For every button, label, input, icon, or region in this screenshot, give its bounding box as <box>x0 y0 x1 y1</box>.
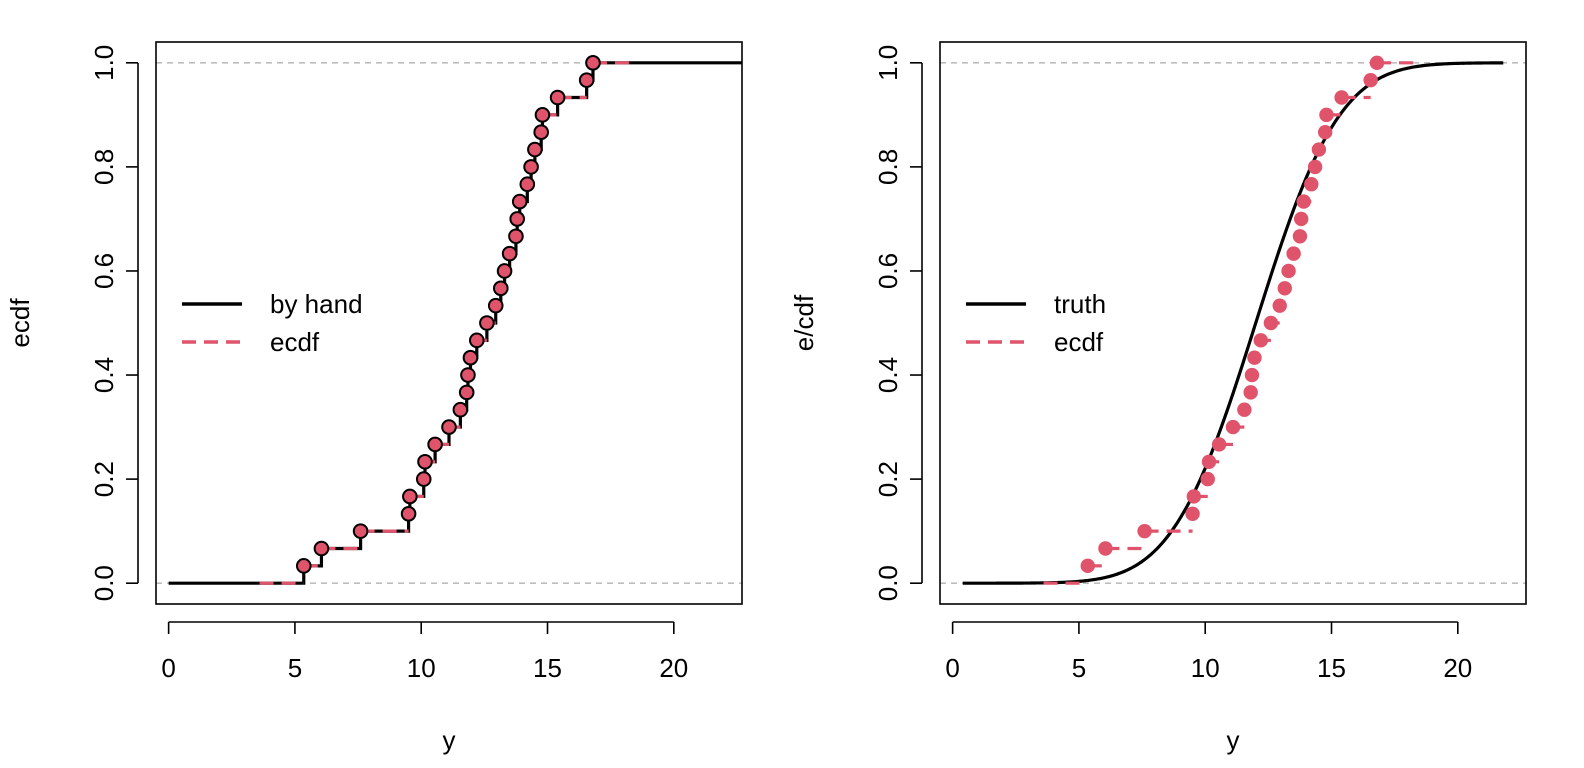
ecdf-point-5 <box>415 471 432 487</box>
ecdf-point-21 <box>511 193 528 210</box>
y-tick-label-3: 0.6 <box>873 253 903 289</box>
ecdf-point-9 <box>452 401 469 418</box>
right-panel: 0 5 10 15 20 0.0 0.2 0.4 0.6 0.8 1.0 y e/cdf truth ecd… <box>789 41 1527 755</box>
ecdf-point-22 <box>519 176 536 193</box>
x-tick-label-0: 0 <box>161 653 175 683</box>
ecdf-point-13 <box>468 332 485 349</box>
y-tick-label-2: 0.4 <box>89 357 119 393</box>
ecdf-point-27 <box>1334 90 1349 105</box>
ecdf-point-15 <box>487 297 504 314</box>
y-tick-label-1: 0.2 <box>89 461 119 497</box>
ecdf-point-0 <box>295 558 312 574</box>
y-tick-label-1: 0.2 <box>873 461 903 497</box>
ecdf-point-26 <box>534 107 551 123</box>
x-tick-label-3: 15 <box>1317 653 1346 683</box>
x-tick-label-0: 0 <box>945 653 959 683</box>
x-axis-title: y <box>1227 725 1240 755</box>
ecdf-point-10 <box>458 384 475 401</box>
ecdf-point-29 <box>585 55 601 71</box>
ecdf-point-25 <box>1317 124 1333 140</box>
ecdf-point-3 <box>400 506 417 522</box>
y-tick-label-5: 1.0 <box>89 45 119 81</box>
ecdf-point-28 <box>578 72 595 88</box>
y-tick-label-2: 0.4 <box>873 357 903 393</box>
plot-frame <box>939 41 1527 605</box>
x-tick-label-1: 5 <box>1072 653 1086 683</box>
ecdf-point-26 <box>1319 107 1334 123</box>
x-tick-label-1: 5 <box>288 653 302 683</box>
ecdf-point-7 <box>1211 437 1227 452</box>
legend-label-1: ecdf <box>270 327 320 357</box>
plot-frame <box>155 41 743 605</box>
y-axis-title: e/cdf <box>789 294 819 351</box>
ecdf-point-11 <box>460 367 476 383</box>
ecdf-point-11 <box>1244 367 1260 383</box>
ecdf-point-6 <box>417 453 433 470</box>
ecdf-point-12 <box>1247 350 1262 365</box>
ecdf-point-16 <box>492 280 509 297</box>
ecdf-point-9 <box>1237 402 1252 417</box>
ecdf-point-27 <box>549 89 566 106</box>
ecdf-point-15 <box>1272 298 1287 313</box>
x-tick-label-3: 15 <box>533 653 562 683</box>
y-tick-label-3: 0.6 <box>89 253 119 289</box>
ecdf-point-2 <box>352 523 369 539</box>
ecdf-point-19 <box>508 228 524 245</box>
ecdf-point-3 <box>1185 506 1200 522</box>
truth-curve <box>962 61 1504 585</box>
y-tick-label-4: 0.8 <box>873 149 903 185</box>
ecdf-point-17 <box>1281 263 1296 279</box>
y-tick-label-0: 0.0 <box>873 565 903 601</box>
ecdf-point-17 <box>496 263 513 279</box>
ecdf-point-8 <box>1225 419 1241 435</box>
ecdf-point-2 <box>1137 523 1152 539</box>
x-tick-label-4: 20 <box>659 653 688 683</box>
y-tick-label-4: 0.8 <box>89 149 119 185</box>
ecdf-point-4 <box>402 488 418 505</box>
y-tick-label-0: 0.0 <box>89 565 119 601</box>
ecdf-point-1 <box>1098 541 1113 556</box>
ecdf-point-24 <box>1311 142 1327 157</box>
ecdf-point-20 <box>1293 211 1309 227</box>
ecdf-point-12 <box>462 349 479 366</box>
ecdf-point-19 <box>1292 229 1308 244</box>
y-axis-title: ecdf <box>5 298 35 348</box>
y-tick-label-5: 1.0 <box>873 45 903 81</box>
ecdf-point-29 <box>1369 55 1385 71</box>
ecdf-point-8 <box>441 419 457 435</box>
ecdf-point-7 <box>427 436 443 453</box>
x-tick-label-2: 10 <box>407 653 436 683</box>
ecdf-point-5 <box>1200 471 1215 487</box>
ecdf-point-23 <box>523 159 539 175</box>
x-tick-label-4: 20 <box>1443 653 1472 683</box>
ecdf-point-10 <box>1243 385 1258 400</box>
ecdf-point-4 <box>1186 489 1202 504</box>
legend-label-0: by hand <box>270 289 363 319</box>
by-hand-step-line <box>168 61 742 585</box>
ecdf-point-28 <box>1363 72 1378 88</box>
legend-label-1: ecdf <box>1054 327 1104 357</box>
x-tick-label-2: 10 <box>1191 653 1220 683</box>
ecdf-point-18 <box>1286 246 1301 261</box>
left-panel: 0 5 10 15 20 0.0 0.2 0.4 0.6 0.8 1.0 y ecdf by hand ec… <box>5 41 743 755</box>
ecdf-point-13 <box>1253 333 1268 348</box>
ecdf-point-18 <box>501 245 518 262</box>
ecdf-point-6 <box>1201 454 1217 469</box>
ecdf-point-1 <box>313 540 330 557</box>
legend-label-0: truth <box>1054 289 1106 319</box>
ecdf-point-21 <box>1296 194 1311 209</box>
x-axis-title: y <box>443 725 456 755</box>
ecdf-point-24 <box>527 141 543 158</box>
ecdf-point-0 <box>1080 558 1095 574</box>
ecdf-point-14 <box>479 315 495 331</box>
ecdf-point-22 <box>1304 177 1319 192</box>
ecdf-point-25 <box>533 124 549 140</box>
ecdf-point-23 <box>1307 159 1323 175</box>
ecdf-point-14 <box>1263 315 1279 331</box>
ecdf-point-20 <box>509 211 525 227</box>
ecdf-point-16 <box>1277 281 1292 296</box>
